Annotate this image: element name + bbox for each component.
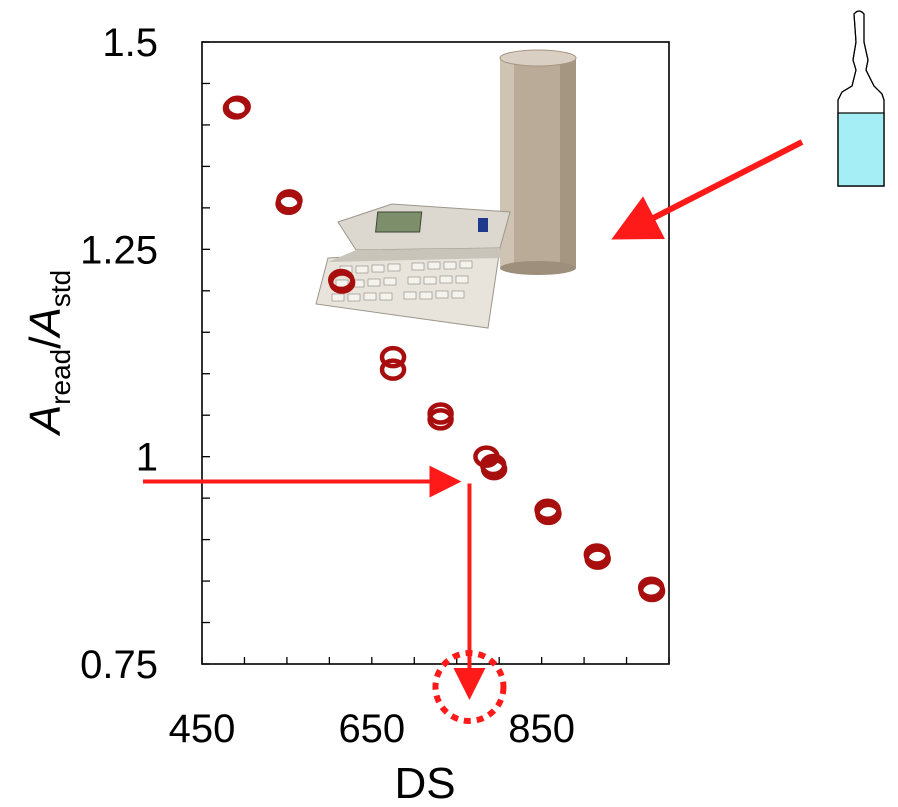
data-point	[328, 271, 356, 294]
ampoule-icon	[837, 10, 885, 187]
x-tick-label: 650	[338, 707, 405, 751]
data-point	[379, 358, 407, 381]
data-point	[638, 579, 666, 603]
annotation-arrows	[143, 139, 804, 724]
x-tick-labels: 450 650 850	[169, 707, 575, 751]
readout-highlight-circle	[432, 650, 507, 724]
y-tick-label: 0.75	[80, 643, 158, 687]
data-points	[222, 95, 666, 603]
dose-calibrator-icon	[315, 49, 577, 329]
data-point	[276, 189, 303, 212]
y-axis-label: Aread/Astd	[21, 270, 76, 437]
data-point	[379, 345, 407, 369]
data-point	[224, 95, 251, 118]
y-tick-label: 1	[136, 436, 158, 480]
data-point	[535, 502, 562, 526]
axis-ticks	[201, 41, 670, 665]
y-tick-label: 1.25	[80, 228, 158, 272]
y-tick-labels: 0.75 1 1.25 1.5	[80, 21, 158, 687]
x-axis-label: DS	[394, 759, 455, 807]
data-point	[427, 408, 454, 431]
vial-to-instrument-arrow	[611, 139, 804, 240]
data-point	[480, 457, 508, 481]
y-tick-label: 1.5	[102, 21, 158, 65]
x-tick-label: 850	[508, 707, 575, 751]
plot-area	[201, 41, 670, 665]
x-tick-label: 450	[169, 707, 236, 751]
data-point	[584, 547, 611, 570]
